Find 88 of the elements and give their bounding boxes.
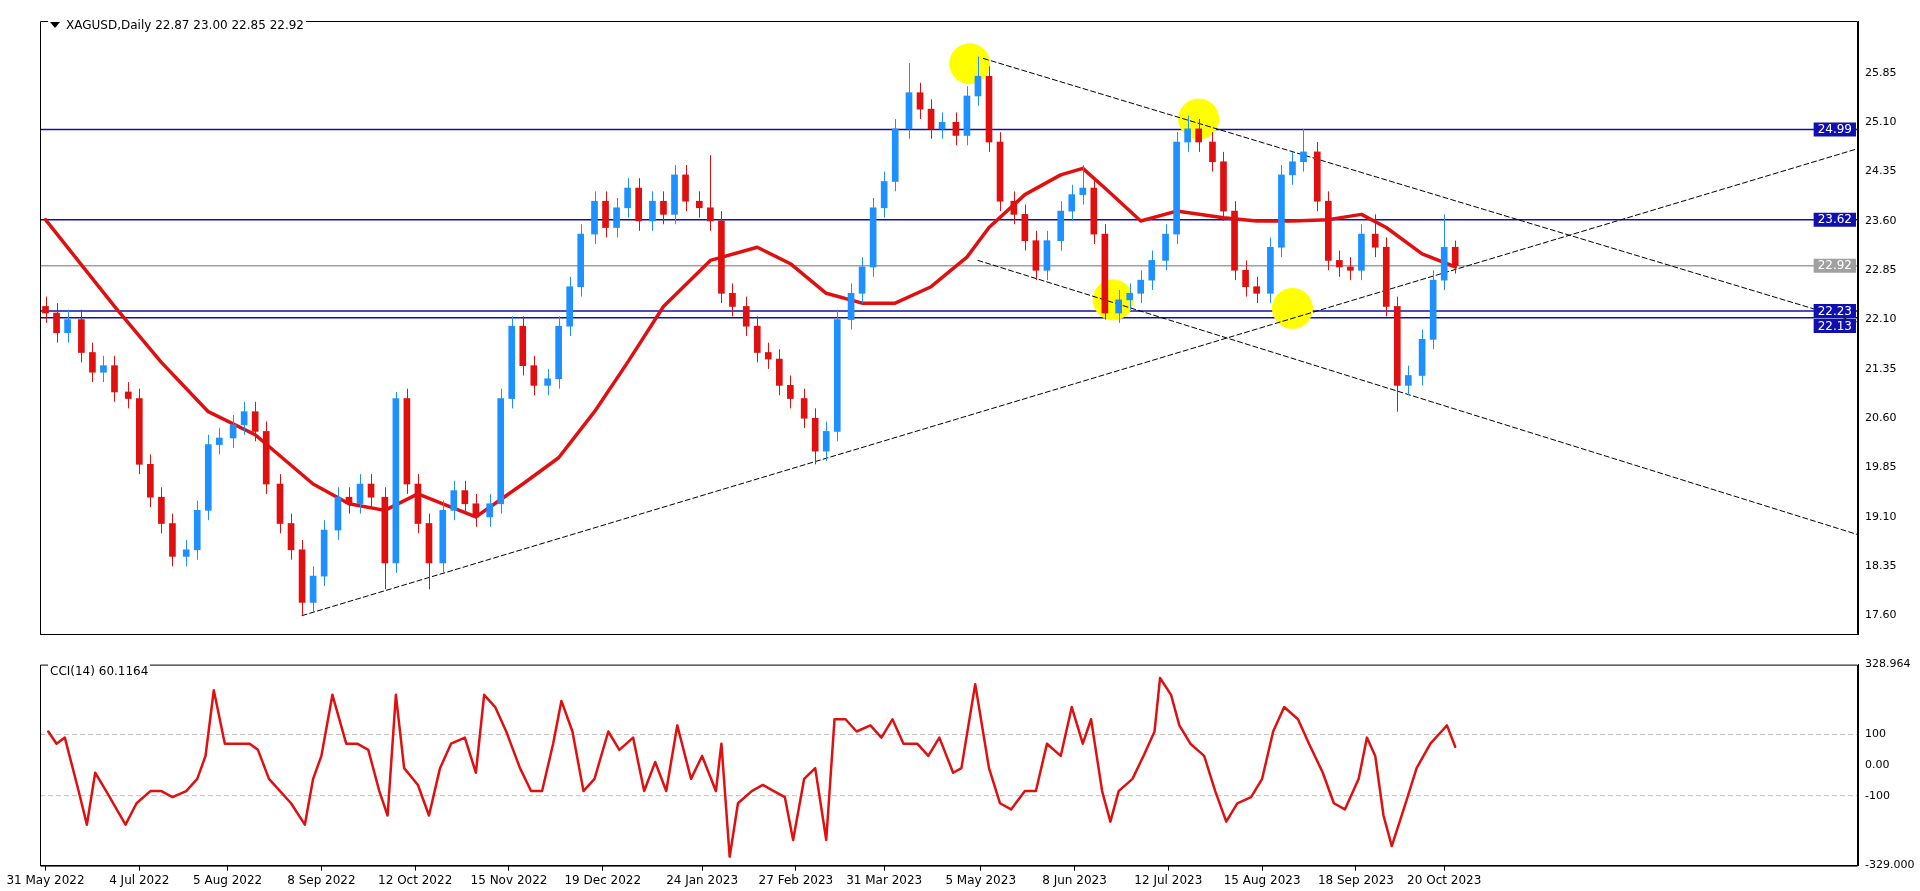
candlestick [1289,151,1296,186]
candlestick [530,355,538,396]
candlestick [100,355,107,383]
x-tick-label: 12 Jul 2023 [1134,872,1203,887]
candlestick [1137,269,1145,304]
x-tick-label: 8 Jun 2023 [1042,872,1107,887]
candlestick [1405,365,1412,396]
candlestick [450,480,458,521]
candlestick [764,342,772,370]
x-tick-label: 5 Aug 2022 [192,872,263,887]
chart-title: CCI(14) 60.1164 [50,664,149,678]
candlestick [124,381,132,409]
candlestick [696,190,703,219]
candlestick [53,302,60,344]
candlestick [215,427,223,455]
candlestick [729,282,736,317]
candlestick [1079,164,1087,206]
x-tick-label: 24 Jan 2023 [666,872,739,887]
candlestick [1184,115,1191,153]
x-tick-label: 4 Jul 2022 [109,872,170,887]
x-tick-label: 27 Feb 2023 [758,872,834,887]
candlestick [822,421,830,462]
candlestick [1253,276,1260,304]
candlestick [367,473,375,508]
candlestick [251,401,259,442]
x-tick-label: 12 Oct 2022 [378,872,453,887]
ref-line-label: 22.13 [1817,318,1853,333]
x-tick-label: 19 Dec 2022 [564,872,642,887]
point [949,43,991,85]
candlestick [1115,289,1122,324]
ref-line-label: 22.92 [1817,258,1853,273]
y-tick-label: -329.000 [1865,858,1915,872]
chart-title: XAGUSD,Daily 22.87 23.00 22.85 22.92 [66,18,305,32]
y-tick-label: 25.85 [1865,65,1897,79]
candlestick [1300,128,1307,173]
ref-line-label: 23.62 [1817,212,1853,227]
candlestick [707,154,714,232]
candlestick [660,190,667,225]
candlestick [64,309,71,344]
y-tick-label: 22.10 [1865,312,1897,326]
y-tick-label: 19.85 [1865,460,1897,474]
candlestick [544,368,551,396]
candlestick [613,197,620,238]
candlestick [1336,250,1343,278]
candlestick [1148,250,1156,291]
candlestick [1371,213,1379,258]
x-tick-label: 20 Oct 2023 [1407,872,1482,887]
x-tick-label: 15 Aug 2023 [1223,872,1301,887]
y-tick-label: 100 [1865,727,1886,741]
candlestick [1126,282,1134,311]
candlestick [1068,184,1076,222]
x-tick-label: 5 May 2023 [945,872,1017,887]
x-tick-label: 18 Sep 2023 [1317,872,1394,887]
candlestick [1347,256,1354,281]
y-tick-label: 19.10 [1865,509,1897,523]
candlestick [1209,131,1216,173]
y-tick-label: 21.35 [1865,361,1897,375]
y-tick-label: 328.964 [1865,657,1911,671]
candlestick [649,190,656,232]
candlestick [182,539,190,567]
candlestick [1195,118,1202,153]
x-tick-label: 31 May 2022 [6,872,85,887]
y-tick-label: 20.60 [1865,411,1897,425]
candlestick [486,493,493,528]
y-tick-label: -100 [1865,788,1890,802]
x-tick-label: 31 Mar 2023 [846,872,923,887]
y-tick-label: 22.85 [1865,263,1897,277]
ref-line-label: 22.23 [1817,303,1853,318]
candlestick [952,111,960,146]
candlestick [1242,259,1249,298]
candlestick [42,296,49,324]
candlestick [89,342,96,383]
y-tick-label: 18.35 [1865,559,1897,573]
x-tick-label: 15 Nov 2022 [470,872,548,887]
ref-line-label: 24.99 [1817,122,1853,137]
candlestick [742,296,750,337]
y-tick-label: 23.60 [1865,213,1897,227]
candlestick [240,401,248,436]
y-tick-label: 17.60 [1865,608,1897,622]
y-tick-label: 0.00 [1865,757,1890,771]
candlestick [1010,190,1018,225]
x-tick-label: 8 Sep 2022 [287,872,356,887]
point [1271,287,1313,329]
candlestick [787,375,794,409]
y-tick-label: 24.35 [1865,164,1897,178]
y-tick-label: 25.10 [1865,115,1897,129]
candlestick [800,388,808,429]
candlestick [624,177,631,219]
